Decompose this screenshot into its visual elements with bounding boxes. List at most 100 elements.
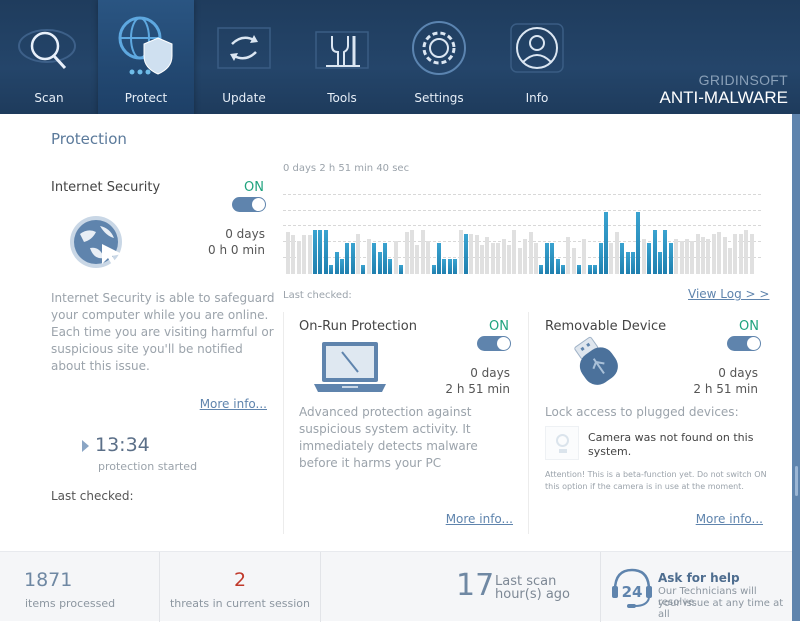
globe-shield-icon <box>118 16 173 75</box>
user-profile-icon <box>510 23 564 73</box>
on-run-more-info-link[interactable]: More info... <box>445 512 513 526</box>
magnifier-eye-icon <box>18 29 76 70</box>
protection-panel: Protection Internet Security ON 0 days 0… <box>0 114 792 551</box>
view-log-link[interactable]: View Log > > <box>688 287 770 301</box>
chart-bar <box>528 232 533 274</box>
chart-bar <box>641 239 646 274</box>
chart-bar <box>399 265 404 274</box>
chart-bar <box>377 252 382 274</box>
chart-bars <box>286 184 755 274</box>
chart-bar <box>496 243 501 274</box>
chart-bar <box>717 232 722 274</box>
chart-bar <box>356 234 361 274</box>
chart-bar <box>393 241 398 274</box>
chart-bar <box>507 245 512 274</box>
chart-bar <box>350 243 355 274</box>
chart-bar <box>587 265 592 274</box>
removable-device-days: 0 days <box>718 366 758 380</box>
chart-bar <box>296 241 301 274</box>
ask-for-help-title: Ask for help <box>658 571 740 585</box>
on-run-toggle[interactable] <box>477 336 511 351</box>
scrollbar[interactable] <box>792 114 800 621</box>
nav-info[interactable]: Info <box>489 0 585 114</box>
chart-bar <box>582 239 587 274</box>
globe-cursor-icon <box>70 216 122 268</box>
removable-device-toggle[interactable] <box>727 336 761 351</box>
brand-product: ANTI-MALWARE <box>659 88 788 107</box>
activity-chart <box>283 184 761 276</box>
chart-bar <box>291 235 296 274</box>
removable-device-title: Removable Device <box>545 319 667 334</box>
chart-bar <box>453 259 458 274</box>
internet-security-last-checked: Last checked: <box>51 489 134 503</box>
nav-scan[interactable]: Scan <box>1 0 97 114</box>
grid-line <box>283 241 761 242</box>
items-processed-label: items processed <box>25 597 116 610</box>
chart-bar <box>442 259 447 274</box>
chart-bar <box>447 259 452 274</box>
chart-bar <box>679 241 684 274</box>
protection-started-time: 13:34 <box>95 434 150 456</box>
chart-bar <box>339 259 344 274</box>
chart-bar <box>636 212 641 274</box>
internet-security-description: Internet Security is able to safeguard y… <box>51 291 275 373</box>
chart-bar <box>334 252 339 274</box>
threats-count: 2 <box>233 569 247 591</box>
chart-bar <box>550 243 555 274</box>
chart-bar <box>474 235 479 274</box>
brand-logo: GRIDINSOFT ANTI-MALWARE <box>660 72 788 108</box>
nav-update[interactable]: Update <box>196 0 292 114</box>
nav-tools[interactable]: Tools <box>294 0 390 114</box>
grid-line <box>283 194 761 195</box>
help-line-1: Our Technicians will resolve <box>658 586 757 608</box>
chart-bar <box>512 230 517 274</box>
chart-bar <box>690 241 695 274</box>
chart-bar <box>647 243 652 274</box>
refresh-icon <box>217 27 271 69</box>
nav-protect[interactable]: Protect <box>98 0 194 124</box>
last-scan-stat: 17 Last scan hour(s) ago <box>321 552 601 622</box>
removable-device-state: ON <box>739 319 759 334</box>
play-triangle-icon <box>82 440 89 452</box>
chart-bar <box>663 230 668 274</box>
chart-bar <box>555 259 560 274</box>
last-scan-label-1: Last scan <box>495 574 557 589</box>
usb-drive-icon <box>574 336 618 385</box>
internet-security-more-info-link[interactable]: More info... <box>199 397 267 411</box>
chart-bar <box>490 243 495 274</box>
svg-text:24: 24 <box>622 583 643 601</box>
activity-last-checked: Last checked: <box>283 290 352 301</box>
divider <box>283 312 284 534</box>
internet-security-time: 0 h 0 min <box>208 243 265 257</box>
internet-security-state: ON <box>244 180 264 195</box>
chart-bar <box>388 259 393 274</box>
chart-bar <box>318 230 323 274</box>
scrollbar-grip[interactable] <box>795 466 798 496</box>
items-processed-count: 1871 <box>24 569 73 591</box>
internet-security-toggle[interactable] <box>232 197 266 212</box>
removable-device-more-info-link[interactable]: More info... <box>695 512 763 526</box>
status-footer: 1871 items processed 2 threats in curren… <box>0 551 792 622</box>
chart-bar <box>598 243 603 274</box>
top-navigation-bar: Scan Protect Update Tools <box>0 0 800 124</box>
chart-bar <box>571 248 576 274</box>
chart-bar <box>480 245 485 274</box>
chart-bar <box>458 230 463 274</box>
ask-for-help-button[interactable]: 24 Ask for help Our Technicians will res… <box>601 552 792 622</box>
chart-bar <box>404 232 409 274</box>
threats-label: threats in current session <box>169 597 311 610</box>
chart-bar <box>469 234 474 274</box>
chart-bar <box>485 237 490 274</box>
chart-bar <box>668 243 673 274</box>
headset-support-icon: 24 <box>612 568 652 608</box>
chart-bar <box>695 234 700 274</box>
nav-settings[interactable]: Settings <box>391 0 487 114</box>
chart-bar <box>722 237 727 274</box>
chart-bar <box>744 230 749 274</box>
chart-bar <box>329 265 334 274</box>
chart-bar <box>614 232 619 274</box>
chart-bar <box>674 239 679 274</box>
chart-bar <box>620 243 625 274</box>
grid-line <box>283 225 761 226</box>
chart-bar <box>604 212 609 274</box>
